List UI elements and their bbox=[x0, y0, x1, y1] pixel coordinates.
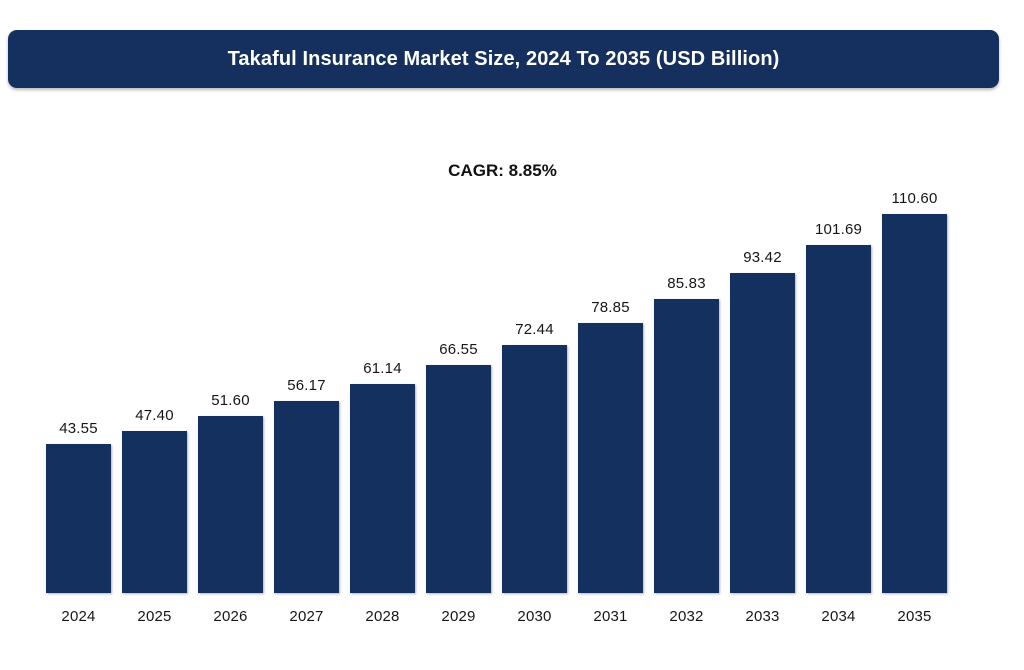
bar-value-label: 110.60 bbox=[891, 190, 938, 207]
bar-2025[interactable] bbox=[122, 430, 187, 593]
bar-2024[interactable] bbox=[46, 443, 111, 593]
bar-group: 110.60 bbox=[882, 190, 947, 593]
x-axis-tick-label: 2029 bbox=[441, 608, 476, 625]
x-axis-tick-label: 2025 bbox=[137, 608, 172, 625]
x-axis-tick-label: 2026 bbox=[213, 608, 248, 625]
bar-2032[interactable] bbox=[654, 298, 719, 593]
bar-value-label: 85.83 bbox=[667, 274, 706, 292]
x-axis-tick-label: 2027 bbox=[289, 608, 324, 625]
x-axis-tick-label: 2024 bbox=[61, 608, 96, 625]
x-axis-tick-label: 2030 bbox=[517, 608, 552, 625]
bar-group: 51.60 bbox=[198, 392, 263, 593]
bar-value-label: 61.14 bbox=[363, 359, 402, 377]
x-axis-tick-label: 2035 bbox=[897, 608, 932, 625]
bar-2030[interactable] bbox=[502, 344, 567, 593]
bar-group: 101.69 bbox=[806, 221, 871, 593]
x-axis-tick-label: 2033 bbox=[745, 608, 780, 625]
bar-group: 56.17 bbox=[274, 377, 339, 593]
bar-2034[interactable] bbox=[806, 244, 871, 593]
bar-value-label: 43.55 bbox=[59, 419, 98, 437]
bar-group: 61.14 bbox=[350, 359, 415, 593]
bar-group: 43.55 bbox=[46, 420, 111, 593]
bar-2029[interactable] bbox=[426, 364, 491, 593]
bar-value-label: 101.69 bbox=[814, 220, 863, 238]
x-axis-tick-label: 2028 bbox=[365, 608, 400, 625]
bar-2028[interactable] bbox=[350, 383, 415, 593]
bar-group: 85.83 bbox=[654, 275, 719, 593]
x-axis-tick-label: 2034 bbox=[821, 608, 856, 625]
bar-group: 72.44 bbox=[502, 321, 567, 593]
bar-value-label: 56.17 bbox=[287, 376, 326, 394]
bar-group: 47.40 bbox=[122, 407, 187, 593]
bar-value-label: 47.40 bbox=[135, 406, 174, 424]
bar-2033[interactable] bbox=[730, 272, 795, 593]
x-axis-tick-label: 2032 bbox=[669, 608, 704, 625]
bar-value-label: 72.44 bbox=[515, 320, 554, 338]
bar-2027[interactable] bbox=[274, 400, 339, 593]
bar-2035[interactable] bbox=[882, 214, 947, 593]
cagr-annotation: CAGR: 8.85% bbox=[448, 161, 557, 180]
bar-group: 93.42 bbox=[730, 249, 795, 593]
bar-2026[interactable] bbox=[198, 416, 263, 593]
bar-group: 78.85 bbox=[578, 299, 643, 593]
bar-group: 66.55 bbox=[426, 341, 491, 593]
bar-value-label: 51.60 bbox=[211, 392, 250, 410]
bar-value-label: 66.55 bbox=[439, 340, 478, 358]
page-title: Takaful Insurance Market Size, 2024 To 2… bbox=[227, 47, 780, 70]
x-axis-tick-label: 2031 bbox=[593, 608, 628, 625]
bar-value-label: 78.85 bbox=[591, 298, 630, 316]
chart-title-banner: Takaful Insurance Market Size, 2024 To 2… bbox=[8, 30, 999, 88]
bar-value-label: 93.42 bbox=[743, 248, 782, 266]
bar-2031[interactable] bbox=[578, 322, 643, 593]
